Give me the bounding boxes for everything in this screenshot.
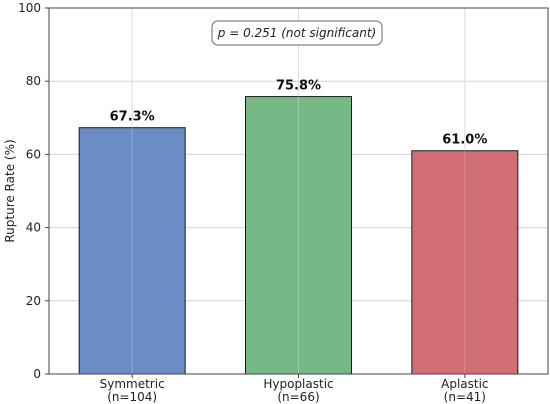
- y-tick-label: 100: [18, 1, 41, 15]
- x-tick-label: Symmetric: [100, 377, 165, 391]
- x-tick-labels: Symmetric(n=104) Hypoplastic(n=66) Aplasti…: [100, 377, 489, 404]
- x-tick-sublabel: (n=104): [107, 390, 157, 404]
- value-labels: 67.3% 75.8% 61.0%: [110, 79, 488, 148]
- x-tick-label: Hypoplastic: [263, 377, 333, 391]
- annotation-text: p = 0.251 (not significant): [217, 26, 376, 40]
- value-label: 61.0%: [442, 133, 487, 148]
- y-tick-label: 80: [26, 74, 41, 88]
- axes: [45, 7, 549, 378]
- value-label: 67.3%: [110, 110, 155, 125]
- value-label: 75.8%: [276, 79, 321, 94]
- y-axis-label: Rupture Rate (%): [3, 139, 17, 242]
- bar-symmetric: [78, 127, 186, 375]
- y-tick-label: 40: [26, 221, 41, 235]
- bars: [78, 8, 519, 375]
- x-tick-label: Aplastic: [441, 377, 488, 391]
- y-tick-label: 20: [26, 294, 41, 308]
- y-tick-label: 60: [26, 147, 41, 161]
- p-value-annotation: p = 0.251 (not significant): [211, 20, 383, 46]
- x-tick-sublabel: (n=66): [277, 390, 319, 404]
- y-tick-labels: 0 20 40 60 80 100: [18, 1, 41, 381]
- y-tick-label: 0: [33, 367, 41, 381]
- x-tick-sublabel: (n=41): [444, 390, 486, 404]
- annotation-box: [211, 20, 383, 46]
